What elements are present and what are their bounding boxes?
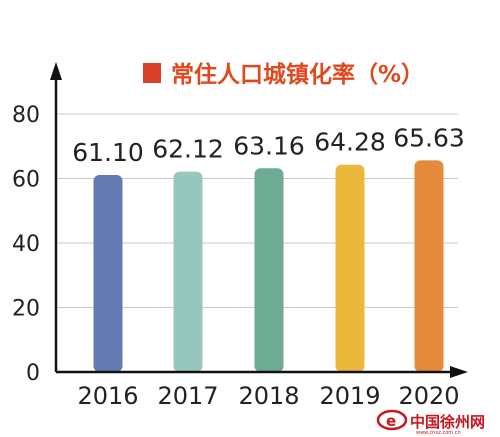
legend: 常住人口城镇化率（%） (143, 61, 424, 88)
y-tick-label: 60 (12, 168, 40, 193)
legend-swatch (143, 63, 161, 83)
bars (93, 160, 444, 372)
watermark: e 中国徐州网 www.cnxz.com.cn (376, 409, 485, 436)
axes (50, 62, 468, 378)
y-tick-labels: 0 20 40 60 80 (12, 103, 40, 386)
category-label-2020: 2020 (398, 382, 459, 410)
y-tick-label: 40 (12, 232, 40, 257)
bar-2017 (173, 171, 203, 372)
bar-2016 (93, 174, 123, 372)
bar-2019 (335, 164, 365, 372)
data-label-2020: 65.63 (393, 123, 465, 152)
category-label-2017: 2017 (157, 382, 218, 410)
y-tick-label: 20 (12, 297, 40, 322)
data-label-2019: 64.28 (314, 128, 386, 157)
data-label-2016: 61.10 (72, 138, 144, 167)
y-tick-label: 80 (12, 103, 40, 128)
category-label-2016: 2016 (77, 382, 138, 410)
data-label-2018: 63.16 (233, 131, 305, 160)
y-axis-arrow-icon (50, 62, 62, 80)
category-label-2019: 2019 (319, 382, 380, 410)
x-axis-arrow-icon (450, 366, 468, 378)
y-tick-label: 0 (26, 361, 40, 386)
watermark-sub: www.cnxz.com.cn (416, 430, 461, 436)
watermark-logo-icon (376, 409, 408, 431)
data-labels: 61.10 62.12 63.16 64.28 65.63 (72, 123, 465, 167)
watermark-logo-letter: e (386, 412, 396, 430)
category-label-2018: 2018 (238, 382, 299, 410)
watermark-text: 中国徐州网 (410, 413, 485, 431)
category-labels: 2016 2017 2018 2019 2020 (77, 382, 459, 410)
legend-label: 常住人口城镇化率（%） (171, 61, 424, 88)
bar-2018 (254, 168, 284, 372)
bar-2020 (414, 160, 444, 372)
data-label-2017: 62.12 (152, 135, 224, 164)
